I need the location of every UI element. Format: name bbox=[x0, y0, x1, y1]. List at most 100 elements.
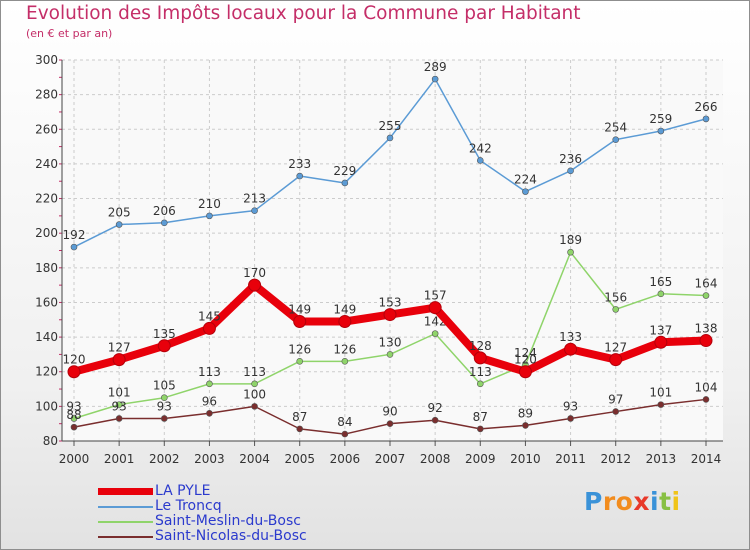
data-label-le-troncq: 192 bbox=[63, 228, 86, 242]
data-label-le-troncq: 224 bbox=[514, 173, 537, 187]
legend-item-le-troncq: Le Troncq bbox=[98, 499, 307, 514]
data-point-la-pyle bbox=[518, 365, 532, 379]
x-tick-label: 2003 bbox=[194, 452, 225, 466]
legend-item-la-pyle: LA PYLE bbox=[98, 484, 307, 499]
data-point-saint-nicolas-du-bosc bbox=[522, 422, 529, 429]
data-point-le-troncq bbox=[522, 188, 529, 195]
y-tick-label: 260 bbox=[35, 122, 58, 136]
data-label-saint-meslin-du-bosc: 93 bbox=[66, 399, 81, 413]
data-label-le-troncq: 242 bbox=[469, 141, 492, 155]
x-tick-label: 2002 bbox=[149, 452, 180, 466]
legend-swatch-le-troncq bbox=[98, 505, 153, 508]
data-point-la-pyle bbox=[67, 365, 81, 379]
y-tick-label: 200 bbox=[35, 226, 58, 240]
data-point-la-pyle bbox=[202, 321, 216, 335]
chart-legend: LA PYLE Le Troncq Saint-Meslin-du-Bosc S… bbox=[98, 484, 307, 544]
data-label-saint-nicolas-du-bosc: 101 bbox=[649, 386, 672, 400]
data-point-saint-nicolas-du-bosc bbox=[702, 396, 710, 403]
data-label-saint-meslin-du-bosc: 105 bbox=[153, 379, 176, 393]
data-label-saint-meslin-du-bosc: 126 bbox=[333, 342, 356, 356]
data-label-la-pyle: 145 bbox=[198, 309, 221, 323]
legend-label: Saint-Meslin-du-Bosc bbox=[155, 513, 301, 529]
data-point-la-pyle bbox=[428, 301, 442, 315]
data-point-le-troncq bbox=[612, 136, 620, 143]
data-label-saint-nicolas-du-bosc: 87 bbox=[473, 410, 488, 424]
data-point-le-troncq bbox=[431, 75, 439, 83]
data-label-la-pyle: 149 bbox=[288, 303, 311, 317]
y-tick-label: 140 bbox=[35, 330, 58, 344]
data-point-la-pyle bbox=[248, 278, 262, 292]
data-label-saint-meslin-du-bosc: 113 bbox=[243, 365, 266, 379]
proxiti-logo: Proxiti bbox=[584, 487, 681, 516]
data-point-le-troncq bbox=[115, 221, 123, 228]
data-label-la-pyle: 128 bbox=[469, 339, 492, 353]
data-label-le-troncq: 255 bbox=[379, 119, 402, 133]
data-point-la-pyle bbox=[157, 339, 171, 353]
logo-letter: i bbox=[671, 487, 681, 516]
data-point-saint-meslin-du-bosc bbox=[296, 358, 304, 365]
data-point-saint-nicolas-du-bosc bbox=[70, 423, 78, 431]
data-label-saint-meslin-du-bosc: 189 bbox=[559, 233, 582, 247]
data-label-saint-nicolas-du-bosc: 97 bbox=[608, 393, 623, 407]
data-point-le-troncq bbox=[206, 212, 213, 220]
data-point-la-pyle bbox=[112, 353, 126, 367]
data-point-la-pyle bbox=[609, 353, 623, 367]
data-point-la-pyle bbox=[293, 315, 307, 329]
x-tick-label: 2008 bbox=[420, 452, 451, 466]
data-point-la-pyle bbox=[473, 351, 487, 365]
data-point-saint-meslin-du-bosc bbox=[702, 292, 710, 299]
x-tick-label: 2012 bbox=[600, 452, 631, 466]
data-point-saint-meslin-du-bosc bbox=[251, 380, 258, 388]
data-label-saint-meslin-du-bosc: 101 bbox=[108, 386, 131, 400]
data-point-saint-nicolas-du-bosc bbox=[341, 430, 349, 438]
data-label-saint-nicolas-du-bosc: 93 bbox=[563, 399, 578, 413]
data-point-saint-meslin-du-bosc bbox=[160, 394, 168, 402]
data-point-la-pyle bbox=[699, 334, 713, 348]
data-label-le-troncq: 266 bbox=[695, 100, 718, 114]
data-point-le-troncq bbox=[251, 207, 258, 214]
x-tick-label: 2007 bbox=[375, 452, 406, 466]
data-point-le-troncq bbox=[70, 243, 78, 251]
data-point-le-troncq bbox=[657, 127, 665, 135]
data-label-le-troncq: 289 bbox=[424, 60, 447, 74]
data-point-saint-nicolas-du-bosc bbox=[296, 425, 304, 433]
data-point-le-troncq bbox=[476, 157, 484, 164]
data-point-saint-nicolas-du-bosc bbox=[206, 409, 213, 417]
data-label-saint-meslin-du-bosc: 124 bbox=[514, 346, 537, 360]
data-label-la-pyle: 157 bbox=[424, 289, 447, 303]
logo-letter: r bbox=[602, 487, 616, 516]
x-tick-label: 2011 bbox=[555, 452, 586, 466]
x-tick-label: 2005 bbox=[284, 452, 315, 466]
data-label-le-troncq: 233 bbox=[288, 157, 311, 171]
data-label-la-pyle: 120 bbox=[514, 353, 537, 367]
data-label-le-troncq: 229 bbox=[333, 164, 356, 178]
data-label-saint-nicolas-du-bosc: 92 bbox=[428, 401, 443, 415]
data-label-saint-nicolas-du-bosc: 96 bbox=[202, 394, 217, 408]
data-label-la-pyle: 153 bbox=[379, 296, 402, 310]
legend-label: LA PYLE bbox=[155, 483, 211, 499]
data-label-saint-meslin-du-bosc: 164 bbox=[695, 277, 718, 291]
y-tick-label: 300 bbox=[35, 53, 58, 67]
x-tick-label: 2004 bbox=[239, 452, 270, 466]
data-point-le-troncq bbox=[567, 167, 574, 175]
data-point-saint-nicolas-du-bosc bbox=[567, 415, 574, 422]
data-point-saint-meslin-du-bosc bbox=[70, 415, 78, 422]
data-point-le-troncq bbox=[160, 219, 168, 227]
data-label-le-troncq: 236 bbox=[559, 152, 582, 166]
data-label-saint-meslin-du-bosc: 126 bbox=[288, 342, 311, 356]
data-label-saint-nicolas-du-bosc: 104 bbox=[695, 380, 718, 394]
y-tick-label: 120 bbox=[35, 365, 58, 379]
data-point-saint-meslin-du-bosc bbox=[206, 380, 213, 388]
data-label-le-troncq: 213 bbox=[243, 192, 266, 206]
legend-swatch-la-pyle bbox=[98, 488, 153, 495]
y-tick-label: 100 bbox=[35, 399, 58, 413]
data-label-saint-nicolas-du-bosc: 84 bbox=[337, 415, 352, 429]
data-point-saint-meslin-du-bosc bbox=[431, 330, 439, 337]
data-point-saint-nicolas-du-bosc bbox=[160, 415, 168, 422]
data-label-la-pyle: 138 bbox=[695, 322, 718, 336]
data-label-saint-meslin-du-bosc: 113 bbox=[469, 365, 492, 379]
legend-swatch-saint-meslin-du-bosc bbox=[98, 520, 153, 523]
data-point-la-pyle bbox=[383, 308, 397, 322]
data-label-la-pyle: 133 bbox=[559, 330, 582, 344]
